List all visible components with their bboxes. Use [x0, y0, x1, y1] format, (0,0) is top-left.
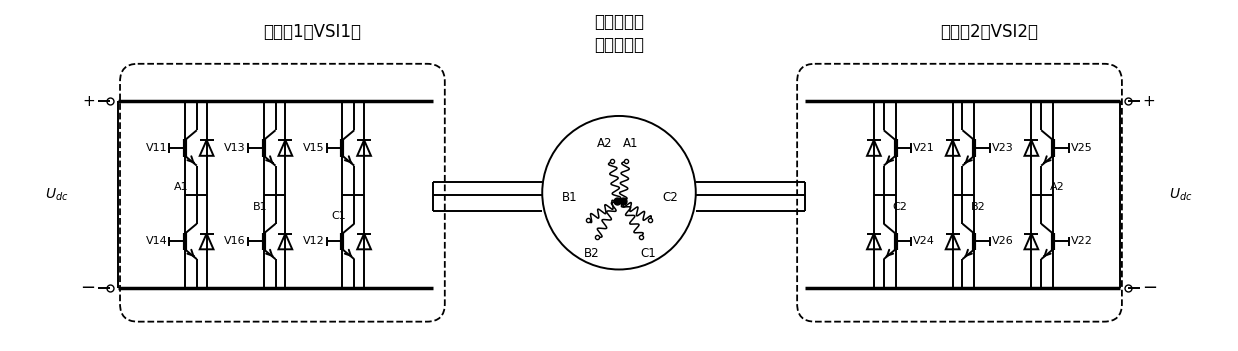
Text: B2: B2 — [583, 247, 599, 260]
Text: V13: V13 — [224, 143, 246, 153]
Text: V26: V26 — [992, 237, 1014, 246]
Text: +: + — [83, 94, 95, 109]
Text: B1: B1 — [562, 191, 578, 204]
Text: V22: V22 — [1071, 237, 1093, 246]
Text: 逆变器1（VSI1）: 逆变器1（VSI1） — [262, 23, 361, 41]
Text: A2: A2 — [597, 137, 612, 150]
Text: V25: V25 — [1071, 143, 1092, 153]
Text: V11: V11 — [146, 143, 167, 153]
Text: 同步电动机: 同步电动机 — [594, 36, 644, 54]
Text: V24: V24 — [914, 237, 935, 246]
Text: A1: A1 — [173, 182, 188, 192]
Text: B2: B2 — [971, 201, 985, 212]
Text: 逆变器2（VSI2）: 逆变器2（VSI2） — [940, 23, 1037, 41]
Text: $U_{dc}$: $U_{dc}$ — [1169, 186, 1192, 203]
Text: C1: C1 — [331, 211, 345, 221]
Text: V12: V12 — [303, 237, 324, 246]
Text: −: − — [80, 279, 95, 297]
Text: +: + — [1143, 94, 1155, 109]
Text: V16: V16 — [224, 237, 246, 246]
Text: A2: A2 — [1050, 182, 1065, 192]
Text: $U_{dc}$: $U_{dc}$ — [46, 186, 69, 203]
Text: C1: C1 — [640, 247, 656, 260]
Text: −: − — [1143, 279, 1158, 297]
Text: B1: B1 — [253, 201, 267, 212]
Text: C2: C2 — [662, 191, 678, 204]
Text: V23: V23 — [992, 143, 1014, 153]
Text: V21: V21 — [914, 143, 935, 153]
Text: 双余度永磁: 双余度永磁 — [594, 13, 644, 32]
Text: C2: C2 — [893, 201, 907, 212]
Text: V14: V14 — [146, 237, 167, 246]
Text: V15: V15 — [303, 143, 324, 153]
Text: A1: A1 — [623, 137, 639, 150]
